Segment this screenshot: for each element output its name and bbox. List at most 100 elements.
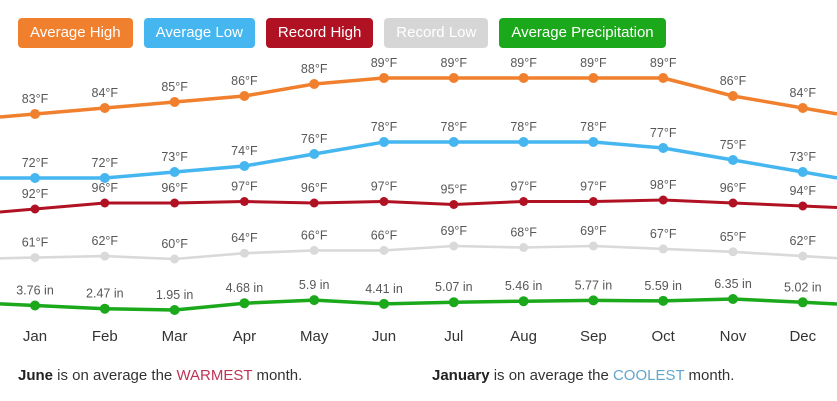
coolest-suffix: month.	[684, 367, 735, 384]
series-line	[0, 244, 837, 261]
data-point	[309, 149, 320, 159]
value-label: 5.46 in	[505, 279, 543, 293]
data-point	[239, 248, 249, 258]
value-label: 96°F	[161, 181, 188, 195]
data-point	[797, 297, 808, 308]
month-label: Jun	[372, 328, 396, 345]
warmest-month-sentence: June is on average the WARMEST month.	[18, 367, 414, 384]
data-point	[169, 305, 180, 315]
value-label: 89°F	[650, 56, 677, 70]
data-point	[30, 109, 40, 119]
month-label: May	[300, 328, 329, 345]
data-point	[170, 254, 180, 264]
value-label: 69°F	[441, 224, 468, 238]
value-label: 86°F	[231, 74, 258, 88]
value-label: 73°F	[790, 150, 817, 164]
data-point	[658, 195, 668, 205]
series-average-precipitation: 3.76 in 2.47 in 1.95 in 4.68 in 5.9 in 4.41 i…	[0, 277, 837, 315]
data-point	[448, 137, 459, 147]
value-label: 78°F	[371, 120, 398, 134]
series-average-low: 72°F 72°F 73°F 74°F 76°F 78°F 78°F 78°F 78°F 77°F…	[0, 120, 837, 183]
data-point	[99, 303, 110, 314]
value-label: 97°F	[580, 180, 607, 194]
month-label: Jan	[23, 328, 47, 345]
legend-button-average-precipitation[interactable]: Average Precipitation	[499, 18, 666, 48]
value-label: 1.95 in	[156, 288, 194, 302]
value-label: 78°F	[441, 120, 468, 134]
value-label: 75°F	[720, 138, 747, 152]
series-average-high: 83°F 84°F 85°F 86°F 88°F 89°F 89°F 89°F 89°F 89°F…	[0, 56, 837, 119]
series-line	[0, 140, 837, 180]
coolest-mid-text: is on average the	[489, 367, 613, 384]
legend-button-average-high[interactable]: Average High	[18, 18, 133, 48]
data-point	[728, 155, 738, 165]
value-label: 5.02 in	[784, 280, 822, 294]
value-label: 89°F	[371, 56, 398, 70]
coolest-month-name: January	[432, 367, 490, 384]
warmest-suffix: month.	[252, 367, 303, 384]
value-label: 67°F	[650, 227, 677, 241]
data-point	[588, 295, 599, 306]
value-label: 89°F	[510, 56, 537, 70]
legend-button-record-high[interactable]: Record High	[265, 18, 374, 48]
data-point	[449, 241, 459, 251]
data-point	[30, 173, 40, 183]
summary: June is on average the WARMEST month. Ja…	[0, 367, 837, 384]
series-line	[0, 198, 837, 214]
value-label: 65°F	[720, 230, 747, 244]
value-label: 83°F	[22, 92, 49, 106]
value-label: 61°F	[22, 236, 49, 250]
legend: Average High Average Low Record High Record…	[18, 18, 666, 48]
series-line	[0, 76, 837, 119]
value-label: 95°F	[441, 183, 468, 197]
value-label: 96°F	[720, 181, 747, 195]
data-point	[30, 300, 40, 311]
value-label: 89°F	[580, 56, 607, 70]
data-point	[588, 197, 598, 206]
data-point	[797, 103, 808, 113]
data-point	[588, 241, 598, 251]
month-label: Sep	[580, 328, 607, 345]
value-label: 4.41 in	[365, 282, 403, 296]
data-point	[448, 73, 459, 83]
data-point	[379, 298, 389, 309]
data-point	[658, 73, 669, 83]
value-label: 92°F	[22, 187, 49, 201]
data-point	[658, 295, 669, 306]
value-label: 3.76 in	[16, 284, 54, 298]
data-point	[798, 201, 808, 211]
data-point	[30, 253, 40, 263]
data-point	[518, 73, 529, 83]
value-label: 62°F	[790, 234, 817, 248]
warmest-mid-text: is on average the	[53, 367, 177, 384]
value-label: 66°F	[371, 228, 398, 242]
value-label: 96°F	[301, 181, 328, 195]
value-label: 97°F	[371, 180, 398, 194]
data-point	[309, 245, 319, 255]
data-point	[309, 198, 319, 208]
data-point	[519, 197, 529, 206]
legend-button-record-low[interactable]: Record Low	[384, 18, 489, 48]
data-point	[449, 200, 459, 209]
value-label: 89°F	[441, 56, 468, 70]
value-label: 78°F	[580, 120, 607, 134]
value-label: 84°F	[92, 86, 119, 100]
series-record-high: 92°F 96°F 96°F 97°F 96°F 97°F 95°F 97°F 97°F 98°F…	[0, 178, 837, 214]
value-label: 73°F	[161, 150, 188, 164]
month-label: Jul	[444, 328, 463, 345]
data-point	[239, 298, 250, 309]
month-label: Feb	[92, 328, 118, 345]
value-label: 4.68 in	[226, 281, 264, 295]
value-label: 64°F	[231, 231, 258, 245]
value-label: 96°F	[92, 181, 119, 195]
series-line	[0, 297, 837, 312]
value-label: 72°F	[22, 156, 49, 170]
coolest-month-sentence: January is on average the COOLEST month.	[432, 367, 734, 384]
legend-button-average-low[interactable]: Average Low	[143, 18, 255, 48]
value-label: 5.77 in	[575, 278, 613, 292]
value-label: 5.59 in	[644, 279, 682, 293]
value-label: 66°F	[301, 228, 328, 242]
climate-chart: 83°F 84°F 85°F 86°F 88°F 89°F 89°F 89°F 89°F 89°F…	[0, 56, 837, 345]
data-point	[798, 251, 808, 261]
